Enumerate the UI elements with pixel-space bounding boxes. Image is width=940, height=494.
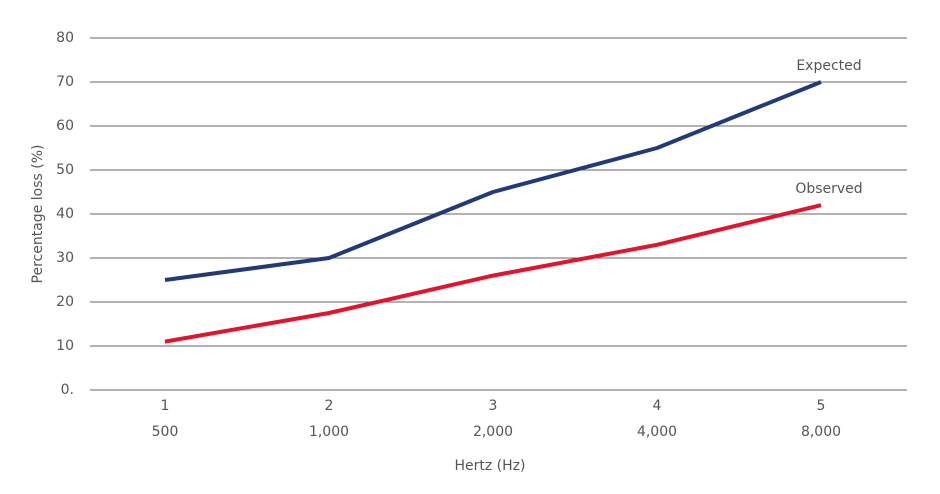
y-tick-label: 70 bbox=[56, 74, 74, 90]
y-tick-label: 10 bbox=[56, 338, 74, 354]
x-tick-label: 1,000 bbox=[309, 424, 349, 440]
x-axis-title: Hertz (Hz) bbox=[455, 458, 526, 474]
line-series bbox=[164, 80, 822, 282]
x-tick-label: 1 bbox=[161, 398, 170, 414]
y-tick-label: 40 bbox=[56, 206, 74, 222]
x-tick-label: 2 bbox=[325, 398, 334, 414]
y-tick-label: 50 bbox=[56, 162, 74, 178]
y-tick-label: 30 bbox=[56, 250, 74, 266]
line-series bbox=[164, 203, 822, 344]
y-axis-title: Percentage loss (%) bbox=[30, 145, 46, 284]
y-tick-label: 60 bbox=[56, 118, 74, 134]
x-tick-label: 500 bbox=[152, 424, 179, 440]
x-tick-label: 2,000 bbox=[473, 424, 513, 440]
x-tick-label: 5 bbox=[817, 398, 826, 414]
x-tick-label: 4 bbox=[653, 398, 662, 414]
y-tick-label: 20 bbox=[56, 294, 74, 310]
x-tick-label: 3 bbox=[489, 398, 498, 414]
x-tick-label: 4,000 bbox=[637, 424, 677, 440]
series-label: Expected bbox=[796, 58, 861, 74]
y-tick-label: 80 bbox=[56, 30, 74, 46]
series-label: Observed bbox=[795, 181, 862, 197]
y-tick-label: 0. bbox=[61, 382, 74, 398]
x-tick-label: 8,000 bbox=[801, 424, 841, 440]
